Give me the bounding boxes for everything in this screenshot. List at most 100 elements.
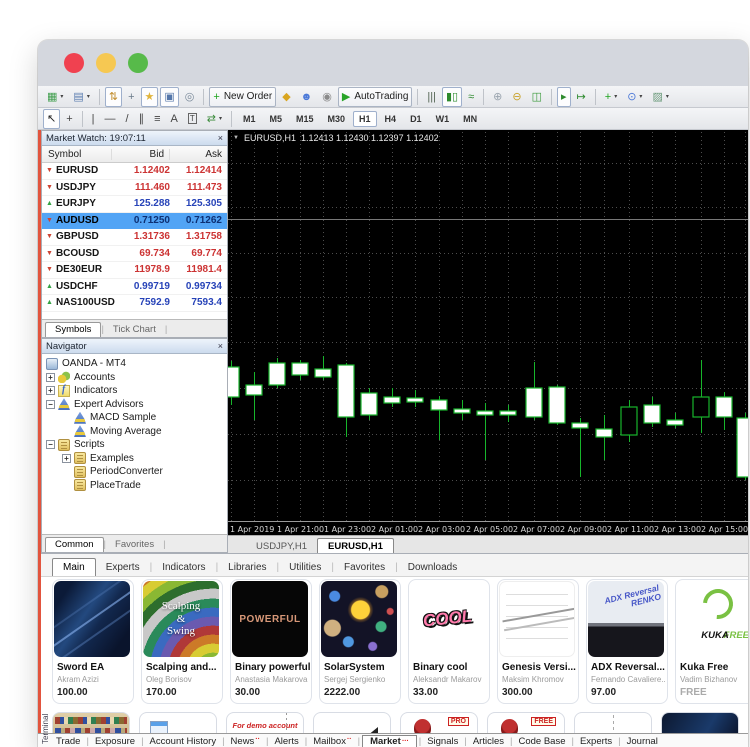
close-window-button[interactable] xyxy=(64,53,84,73)
market-watch-row[interactable]: ▼ DE30EUR 11978.9 11981.4 xyxy=(42,262,227,279)
market-watch-button[interactable]: ⇅ xyxy=(104,86,123,107)
text-button[interactable]: A xyxy=(167,109,182,129)
timeframe-w1[interactable]: W1 xyxy=(435,113,450,124)
market-watch-row[interactable]: ▼ USDJPY 111.460 111.473 xyxy=(42,180,227,196)
vertical-line-button[interactable]: | xyxy=(88,109,99,129)
market-product-card[interactable]: Scalping & Swing Scalping and... Oleg Bori… xyxy=(141,579,223,704)
periods-button[interactable]: ⊙ ▾ xyxy=(623,87,646,107)
terminal-tab-alerts[interactable]: Alerts xyxy=(270,736,302,747)
close-icon[interactable]: × xyxy=(217,341,223,351)
terminal-tab-signals[interactable]: Signals xyxy=(423,736,462,747)
market-tab-experts[interactable]: Experts xyxy=(105,562,140,573)
market-watch-tab-symbols[interactable]: Symbols xyxy=(45,322,102,337)
market-product-card[interactable]: KUKA FREE Kuka Free Vadim Bizhanov FREE xyxy=(675,579,748,704)
market-watch-row[interactable]: ▼ GBPUSD 1.31736 1.31758 xyxy=(42,229,227,246)
indicators-button[interactable]: + ▾ xyxy=(601,87,621,107)
chart-tab-eurusd-h1[interactable]: EURUSD,H1 xyxy=(317,538,394,554)
candlestick-chart[interactable]: 1 Apr 2019 1 Apr 21:00 1 Apr 23:00 2 Apr 01… xyxy=(228,130,748,535)
navigator-item-periodconverter[interactable]: PeriodConverter xyxy=(42,465,227,479)
trendline-button[interactable]: / xyxy=(122,109,133,129)
terminal-tab-exposure[interactable]: Exposure xyxy=(91,736,139,747)
candle-chart-button[interactable]: ▮▯ xyxy=(442,86,463,107)
market-tab-main[interactable]: Main xyxy=(52,558,96,576)
market-watch-row[interactable]: ▼ EURUSD 1.12402 1.12414 xyxy=(42,163,227,180)
navigator-item-placetrade[interactable]: PlaceTrade xyxy=(42,479,227,493)
cursor-button[interactable]: ↖ xyxy=(43,108,61,129)
market-watch-row[interactable]: ▲ EURJPY 125.288 125.305 xyxy=(42,196,227,213)
timeframe-m5[interactable]: M5 xyxy=(269,113,282,124)
timeframe-m15[interactable]: M15 xyxy=(296,113,314,124)
navigator-item-expert-advisors[interactable]: − Expert Advisors xyxy=(42,398,227,412)
metaeditor-button[interactable]: ◆ xyxy=(278,87,294,107)
market-tab-indicators[interactable]: Indicators xyxy=(162,562,206,573)
label-button[interactable]: T xyxy=(184,109,201,129)
navigator-item-examples[interactable]: + Examples xyxy=(42,452,227,466)
tile-windows-button[interactable]: ◫ xyxy=(528,87,546,107)
chart-shift-button[interactable]: ↦ xyxy=(573,87,590,107)
community-button[interactable]: ☻ xyxy=(297,87,317,107)
timeframe-m30[interactable]: M30 xyxy=(327,113,346,124)
zoom-out-button[interactable]: ⊖ xyxy=(508,87,525,107)
column-header-ask[interactable]: Ask xyxy=(205,148,222,160)
navigator-item-oanda-mt4[interactable]: OANDA - MT4 xyxy=(42,357,227,371)
market-product-card[interactable]: ADX Reversal RENKO ADX Reversal... Fernand… xyxy=(586,579,668,704)
data-window-button[interactable]: + xyxy=(124,87,138,107)
expand-icon[interactable]: + xyxy=(62,453,71,463)
line-chart-button[interactable]: ≈ xyxy=(464,87,478,107)
expand-icon[interactable]: + xyxy=(46,386,55,396)
window-titlebar[interactable] xyxy=(38,40,748,87)
terminal-tab-journal[interactable]: Journal xyxy=(623,736,662,747)
terminal-tab-account-history[interactable]: Account History xyxy=(146,736,221,747)
market-tab-downloads[interactable]: Downloads xyxy=(407,562,458,573)
column-header-bid[interactable]: Bid xyxy=(112,148,170,160)
market-watch-row[interactable]: ▲ NAS100USD 7592.9 7593.4 xyxy=(42,295,227,312)
collapse-icon[interactable]: − xyxy=(46,399,55,409)
navigator-button[interactable]: ★ xyxy=(140,86,159,107)
navigator-item-accounts[interactable]: + Accounts xyxy=(42,371,227,385)
timeframe-h4[interactable]: H4 xyxy=(384,113,397,124)
strategy-tester-button[interactable]: ◎ xyxy=(181,87,199,107)
auto-scroll-button[interactable]: ▸ xyxy=(557,86,571,107)
terminal-tab-market[interactable]: Market… xyxy=(362,734,417,747)
expand-icon[interactable]: + xyxy=(46,372,55,382)
market-product-card[interactable]: Sword EA Akram Azizi 100.00 xyxy=(52,579,134,704)
navigator-item-indicators[interactable]: + Indicators xyxy=(42,384,227,398)
templates-button[interactable]: ▨ ▾ xyxy=(648,87,672,107)
collapse-icon[interactable]: − xyxy=(46,440,55,450)
market-product-card[interactable]: COOL Binary cool Aleksandr Makarov 33.00 xyxy=(408,579,490,704)
navigator-item-macd-sample[interactable]: MACD Sample xyxy=(42,411,227,425)
bar-chart-button[interactable]: ||| xyxy=(423,87,440,107)
market-watch-row[interactable]: ▼ BCOUSD 69.734 69.774 xyxy=(42,246,227,262)
autotrading-button[interactable]: ▶ AutoTrading xyxy=(337,86,413,107)
terminal-tab-experts[interactable]: Experts xyxy=(576,736,616,747)
navigator-item-scripts[interactable]: − Scripts xyxy=(42,438,227,452)
market-tab-favorites[interactable]: Favorites xyxy=(343,562,386,573)
new-chart-button[interactable]: ▦ ▾ xyxy=(43,87,67,107)
terminal-tab-articles[interactable]: Articles xyxy=(469,736,508,747)
broadcast-button[interactable]: ◉ xyxy=(318,87,336,107)
market-watch-row[interactable]: ▲ USDCHF 0.99719 0.99734 xyxy=(42,279,227,295)
market-watch-tab-tick-chart[interactable]: Tick Chart xyxy=(112,324,156,335)
navigator-tab-favorites[interactable]: Favorites xyxy=(115,539,155,550)
terminal-tab-code-base[interactable]: Code Base xyxy=(514,736,569,747)
crosshair-button[interactable]: + xyxy=(62,109,76,129)
timeframe-mn[interactable]: MN xyxy=(463,113,478,124)
timeframe-d1[interactable]: D1 xyxy=(410,113,422,124)
zoom-window-button[interactable] xyxy=(128,53,148,73)
market-product-card[interactable]: POWERFUL Binary powerful Anastasia Makarov… xyxy=(230,579,312,704)
chart-tab-usdjpy-h1[interactable]: USDJPY,H1 xyxy=(256,541,308,552)
close-icon[interactable]: × xyxy=(217,133,223,143)
horizontal-line-button[interactable]: — xyxy=(101,109,120,129)
market-product-card[interactable]: Genesis Versi... Maksim Khromov 300.00 xyxy=(497,579,579,704)
navigator-item-moving-average[interactable]: Moving Average xyxy=(42,425,227,439)
terminal-tab-mailbox[interactable]: Mailbox·· xyxy=(309,736,355,747)
market-watch-row[interactable]: ▼ AUDUSD 0.71250 0.71262 xyxy=(42,212,227,229)
chart-area[interactable]: ▼ EURUSD,H1 1.12413 1.12430 1.12397 1.12… xyxy=(228,130,748,535)
timeframe-m1[interactable]: M1 xyxy=(242,113,256,124)
market-product-card[interactable]: SolarSystem Sergej Sergienko 2222.00 xyxy=(319,579,401,704)
shapes-button[interactable]: ⇄ ▾ xyxy=(203,109,226,129)
market-tab-utilities[interactable]: Utilities xyxy=(289,562,322,573)
terminal-button[interactable]: ▣ xyxy=(160,86,179,107)
timeframe-h1[interactable]: H1 xyxy=(353,110,377,127)
zoom-in-button[interactable]: ⊕ xyxy=(489,87,506,107)
